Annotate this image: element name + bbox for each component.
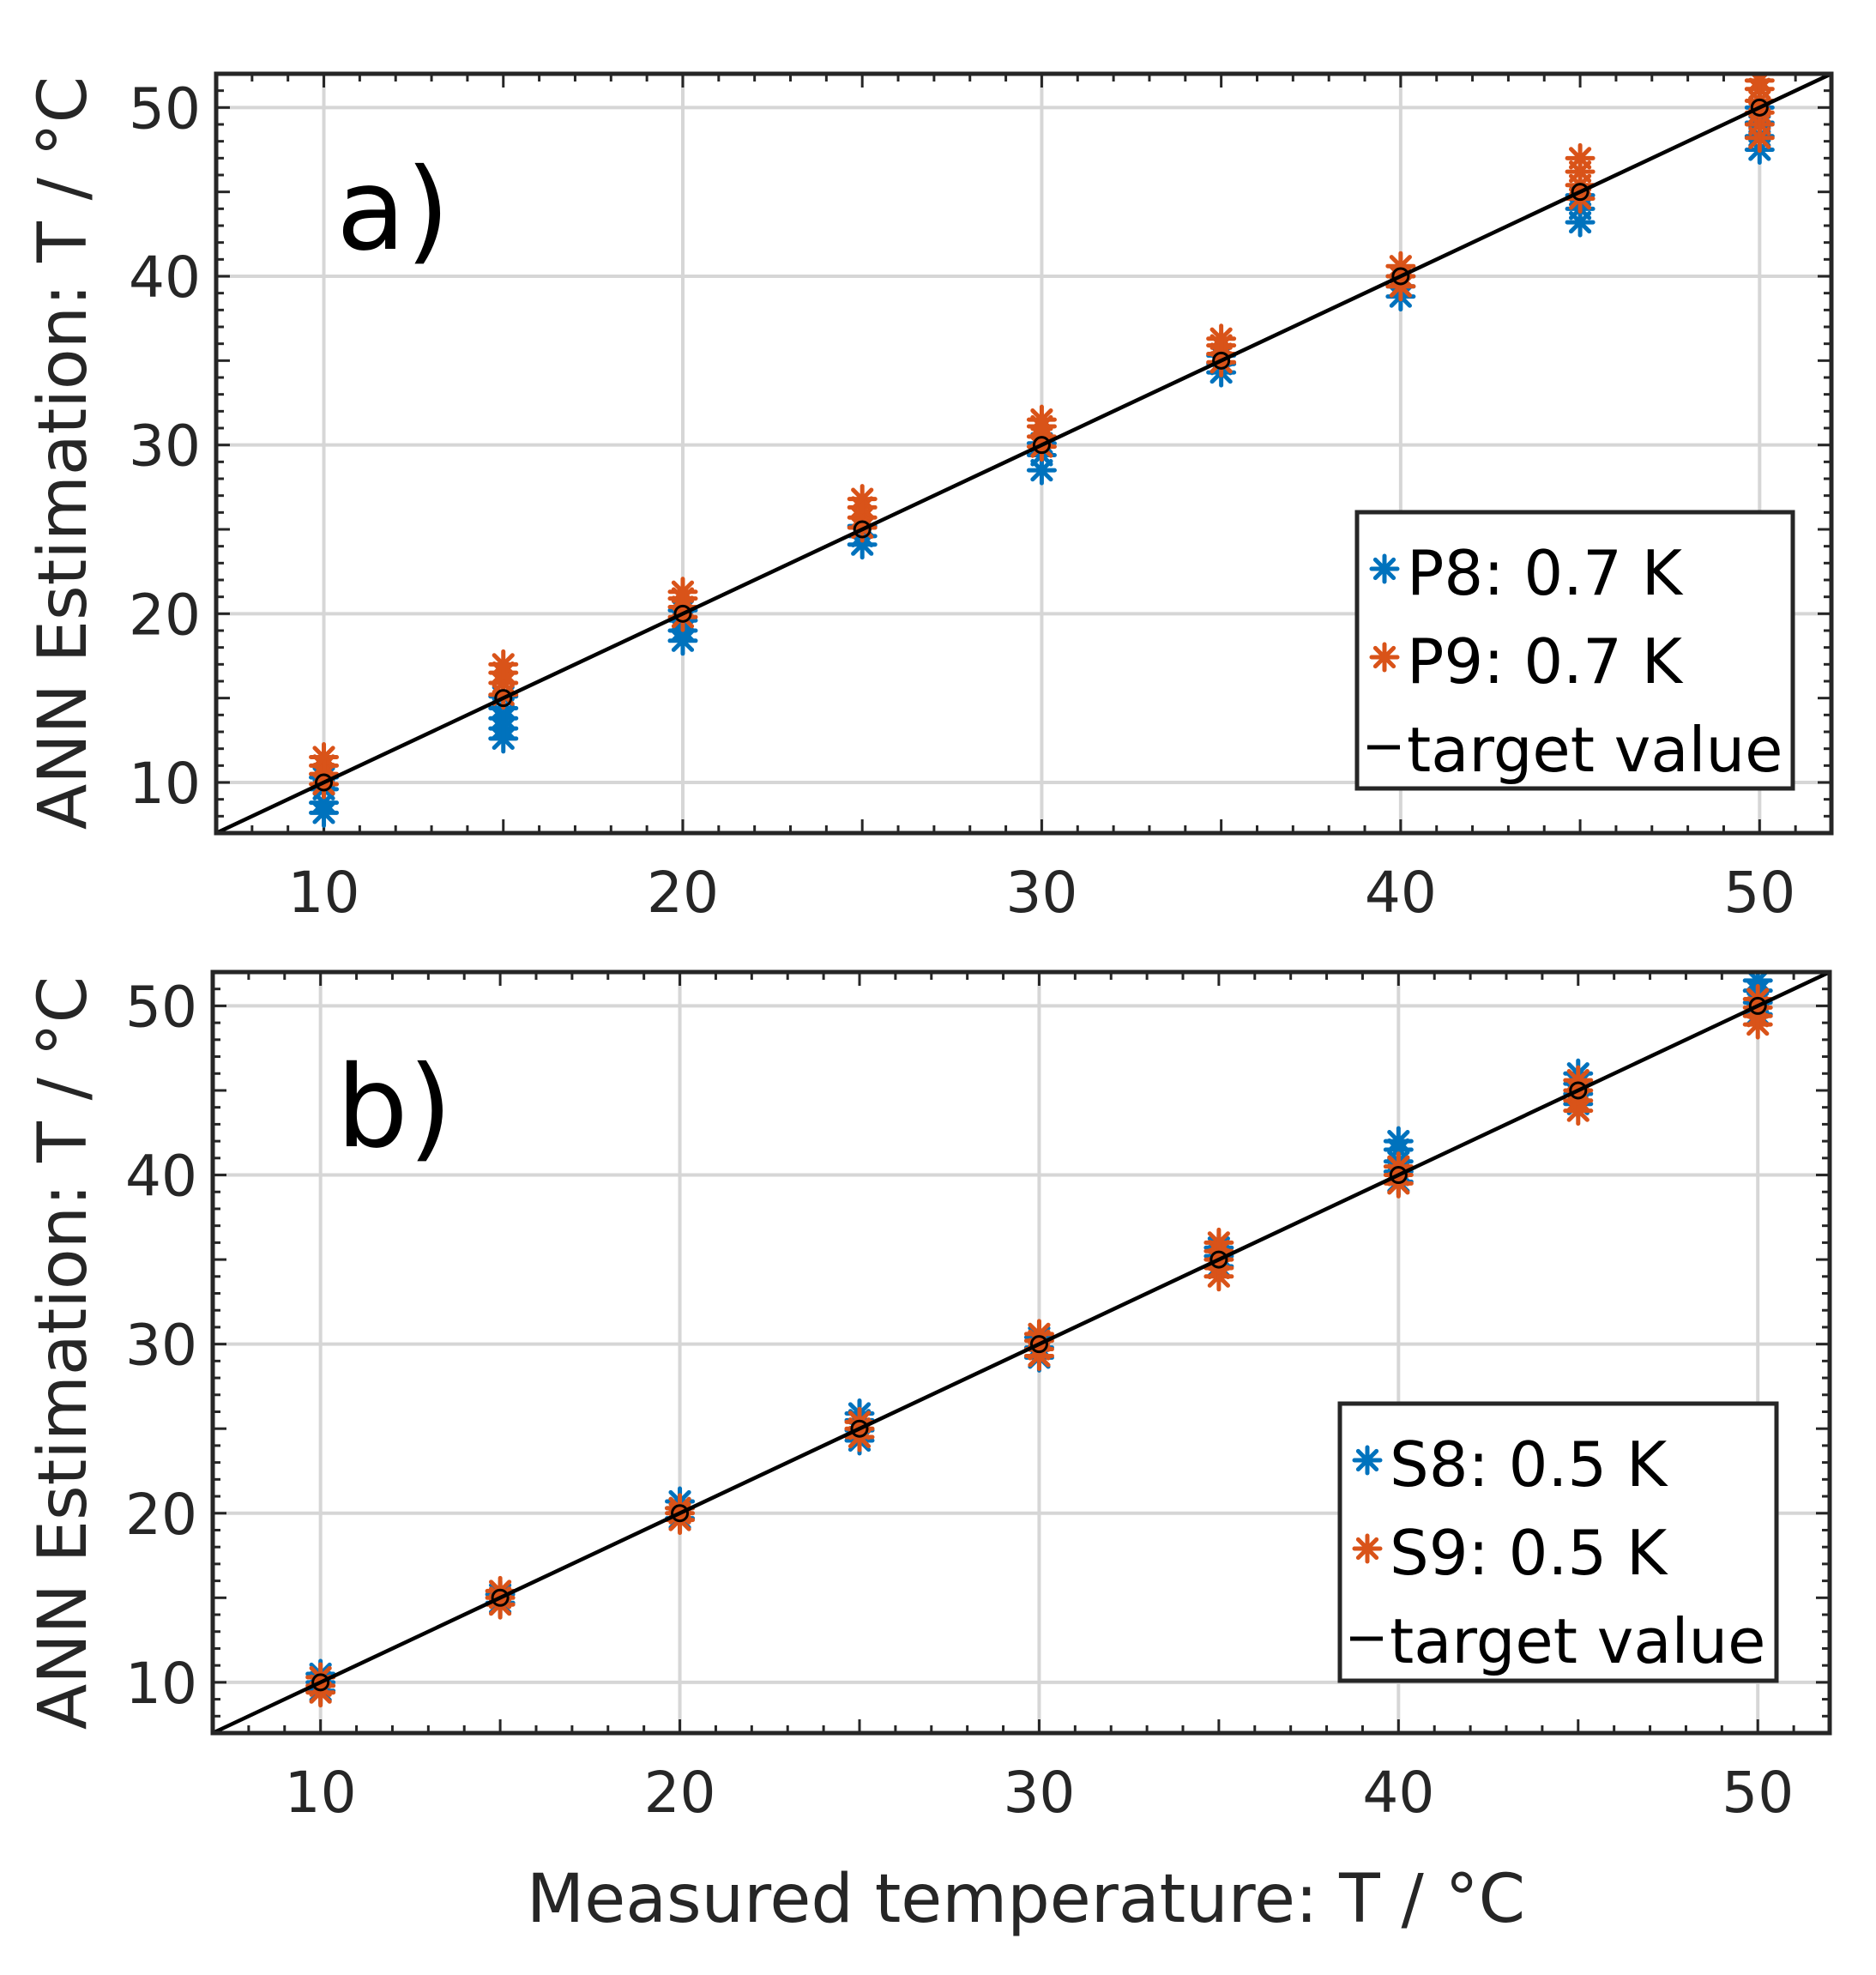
target-marker (1569, 1081, 1588, 1100)
data-point (1203, 1227, 1234, 1258)
legend-entry: P9: 0.7 K (1407, 625, 1684, 698)
x-tick-label: 20 (647, 860, 719, 926)
legend-entry: target value (1407, 714, 1783, 786)
legend-entry: target value (1390, 1605, 1765, 1677)
target-marker (1571, 183, 1589, 202)
data-point (847, 484, 878, 515)
target-marker (1391, 267, 1410, 286)
y-tick-label: 40 (125, 1144, 197, 1210)
axes-frame (214, 71, 1834, 836)
legend-marker (1352, 1533, 1383, 1564)
y-tick-label: 10 (129, 751, 201, 817)
panel-label: a) (336, 144, 449, 276)
legend: S8: 0.5 K S9: 0.5 K target value (1337, 1401, 1779, 1683)
target-line (213, 972, 1830, 1733)
target-marker (853, 520, 872, 539)
y-tick-label: 30 (129, 414, 201, 480)
x-tick-label: 30 (1003, 1760, 1075, 1826)
data-point (1565, 142, 1596, 173)
legend-entry: S8: 0.5 K (1390, 1428, 1668, 1501)
x-tick-label: 10 (288, 860, 360, 926)
legend-marker (1369, 553, 1400, 584)
target-marker (1029, 1335, 1048, 1354)
x-tick-label: 20 (644, 1760, 716, 1826)
legend: P8: 0.7 K P9: 0.7 K target value (1354, 510, 1795, 791)
y-tick-label: 50 (125, 974, 197, 1040)
x-axis-label: Measured temperature: T / °C (527, 1861, 1525, 1938)
x-tick-label: 30 (1005, 860, 1077, 926)
legend-entry: S9: 0.5 K (1390, 1517, 1668, 1589)
data-point (309, 742, 340, 772)
panel-a: 10 20 30 40 50 10 20 30 40 50 ANN Estimation: T / … (25, 71, 1834, 926)
panel-label: b) (336, 1042, 452, 1174)
panel-b: 10 20 30 40 50 10 20 30 40 50 ANN Estimation: T / … (25, 969, 1832, 1826)
y-tick-label: 10 (125, 1651, 197, 1717)
legend-marker (1369, 642, 1400, 673)
target-line (216, 74, 1831, 833)
data-point (667, 577, 698, 607)
data-point (1383, 1126, 1414, 1157)
legend-marker (1352, 1445, 1383, 1476)
target-marker (494, 689, 513, 708)
target-marker (1750, 98, 1769, 117)
legend-entry: P8: 0.7 K (1407, 537, 1684, 609)
y-tick-label: 50 (129, 75, 201, 142)
y-axis-label: ANN Estimation: T / °C (25, 76, 102, 830)
plot-area (213, 972, 1830, 1733)
target-marker (1209, 1250, 1228, 1269)
target-marker (1032, 436, 1051, 455)
y-tick-label: 30 (125, 1313, 197, 1379)
target-marker (673, 604, 692, 623)
x-tick-label: 40 (1362, 1760, 1434, 1826)
x-tick-label: 40 (1365, 860, 1437, 926)
target-marker (850, 1419, 869, 1438)
legend-box (1354, 510, 1795, 791)
data-point (1206, 323, 1237, 354)
y-axis-label: ANN Estimation: T / °C (25, 976, 102, 1730)
legend-box (1337, 1401, 1779, 1683)
target-marker (491, 1588, 510, 1607)
data-point (488, 649, 519, 679)
target-marker (311, 1673, 330, 1692)
target-marker (1212, 351, 1231, 370)
axes-frame (210, 969, 1832, 1736)
x-tick-label: 10 (285, 1760, 357, 1826)
x-tick-label: 50 (1722, 1760, 1794, 1826)
y-tick-label: 40 (129, 245, 201, 311)
data-point (1026, 404, 1057, 435)
plot-area (216, 74, 1831, 833)
y-tick-label: 20 (125, 1482, 197, 1548)
x-tick-label: 50 (1723, 860, 1795, 926)
target-marker (1389, 1166, 1408, 1185)
target-marker (1748, 996, 1767, 1015)
y-tick-label: 20 (129, 582, 201, 648)
target-marker (315, 773, 334, 792)
target-marker (671, 1504, 690, 1523)
